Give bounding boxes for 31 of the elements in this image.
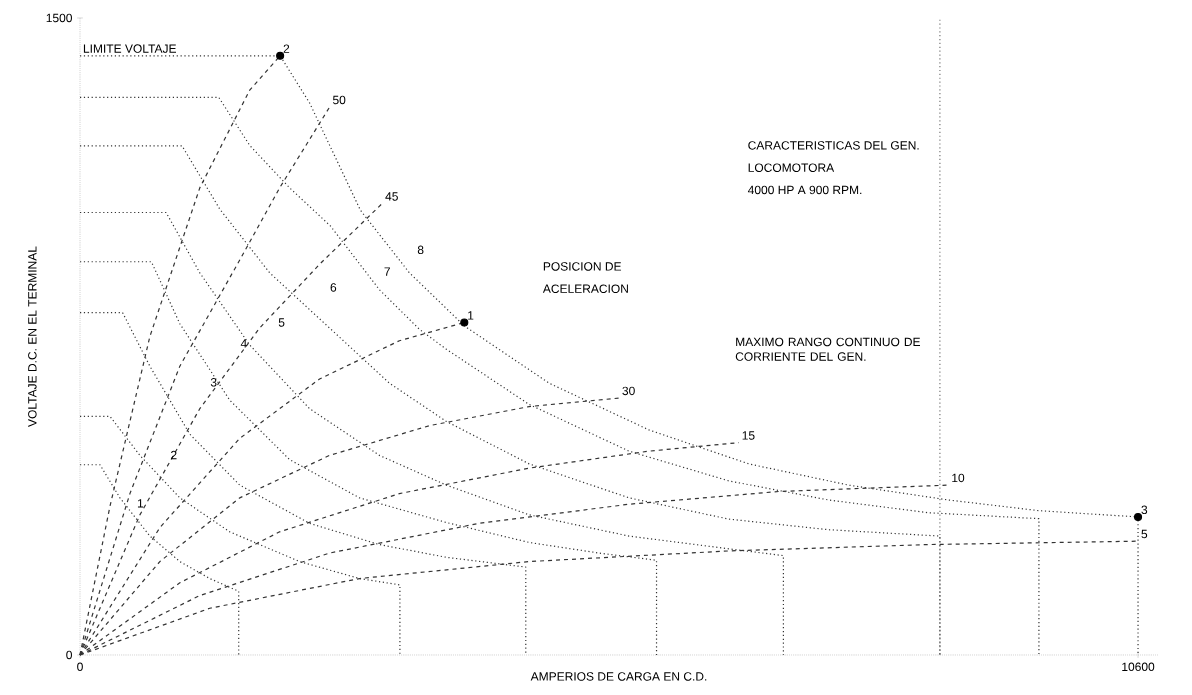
annotation: 5 xyxy=(278,318,285,327)
annotation: 50 xyxy=(332,95,346,105)
annotation: 3 xyxy=(210,378,217,387)
annotation: POSICION DE xyxy=(543,262,622,271)
annotation: LOCOMOTORA xyxy=(748,163,835,172)
annotation: 45 xyxy=(385,192,398,201)
point xyxy=(1133,512,1143,522)
annotation: 15 xyxy=(742,431,755,440)
x-tick-label: 10600 xyxy=(1122,662,1155,672)
annotation: 6 xyxy=(330,283,337,292)
y-axis-title: VOLTAJE D.C. EN EL TERMINAL xyxy=(28,246,37,427)
annotation: 3 xyxy=(1141,505,1148,515)
annotation: 5 xyxy=(1141,529,1148,539)
annotation: 8 xyxy=(417,245,424,255)
y-tick-label: 1500 xyxy=(46,13,72,23)
point xyxy=(276,51,285,60)
annotation: 30 xyxy=(622,386,635,396)
annotation: 1 xyxy=(137,499,144,508)
annotation: ACELERACION xyxy=(542,284,628,293)
point xyxy=(460,318,469,327)
annotation: LIMITE VOLTAJE xyxy=(83,44,177,53)
annotation: 2 xyxy=(283,44,290,53)
annotation: 4 xyxy=(240,339,247,348)
annotation: 7 xyxy=(384,267,390,276)
ref-line-label: MAXIMO RANGO CONTINUO DE CORRIENTE DEL GEN. xyxy=(735,337,921,361)
annotation: 10 xyxy=(952,473,965,483)
annotation: 1 xyxy=(468,311,474,320)
annotation: CARACTERISTICAS DEL GEN. xyxy=(748,141,919,150)
x-axis-title: AMPERIOS DE CARGA EN C.D. xyxy=(530,672,707,681)
annotation: 2 xyxy=(171,450,177,460)
annotation: 4000 HP A 900 RPM. xyxy=(747,185,862,195)
